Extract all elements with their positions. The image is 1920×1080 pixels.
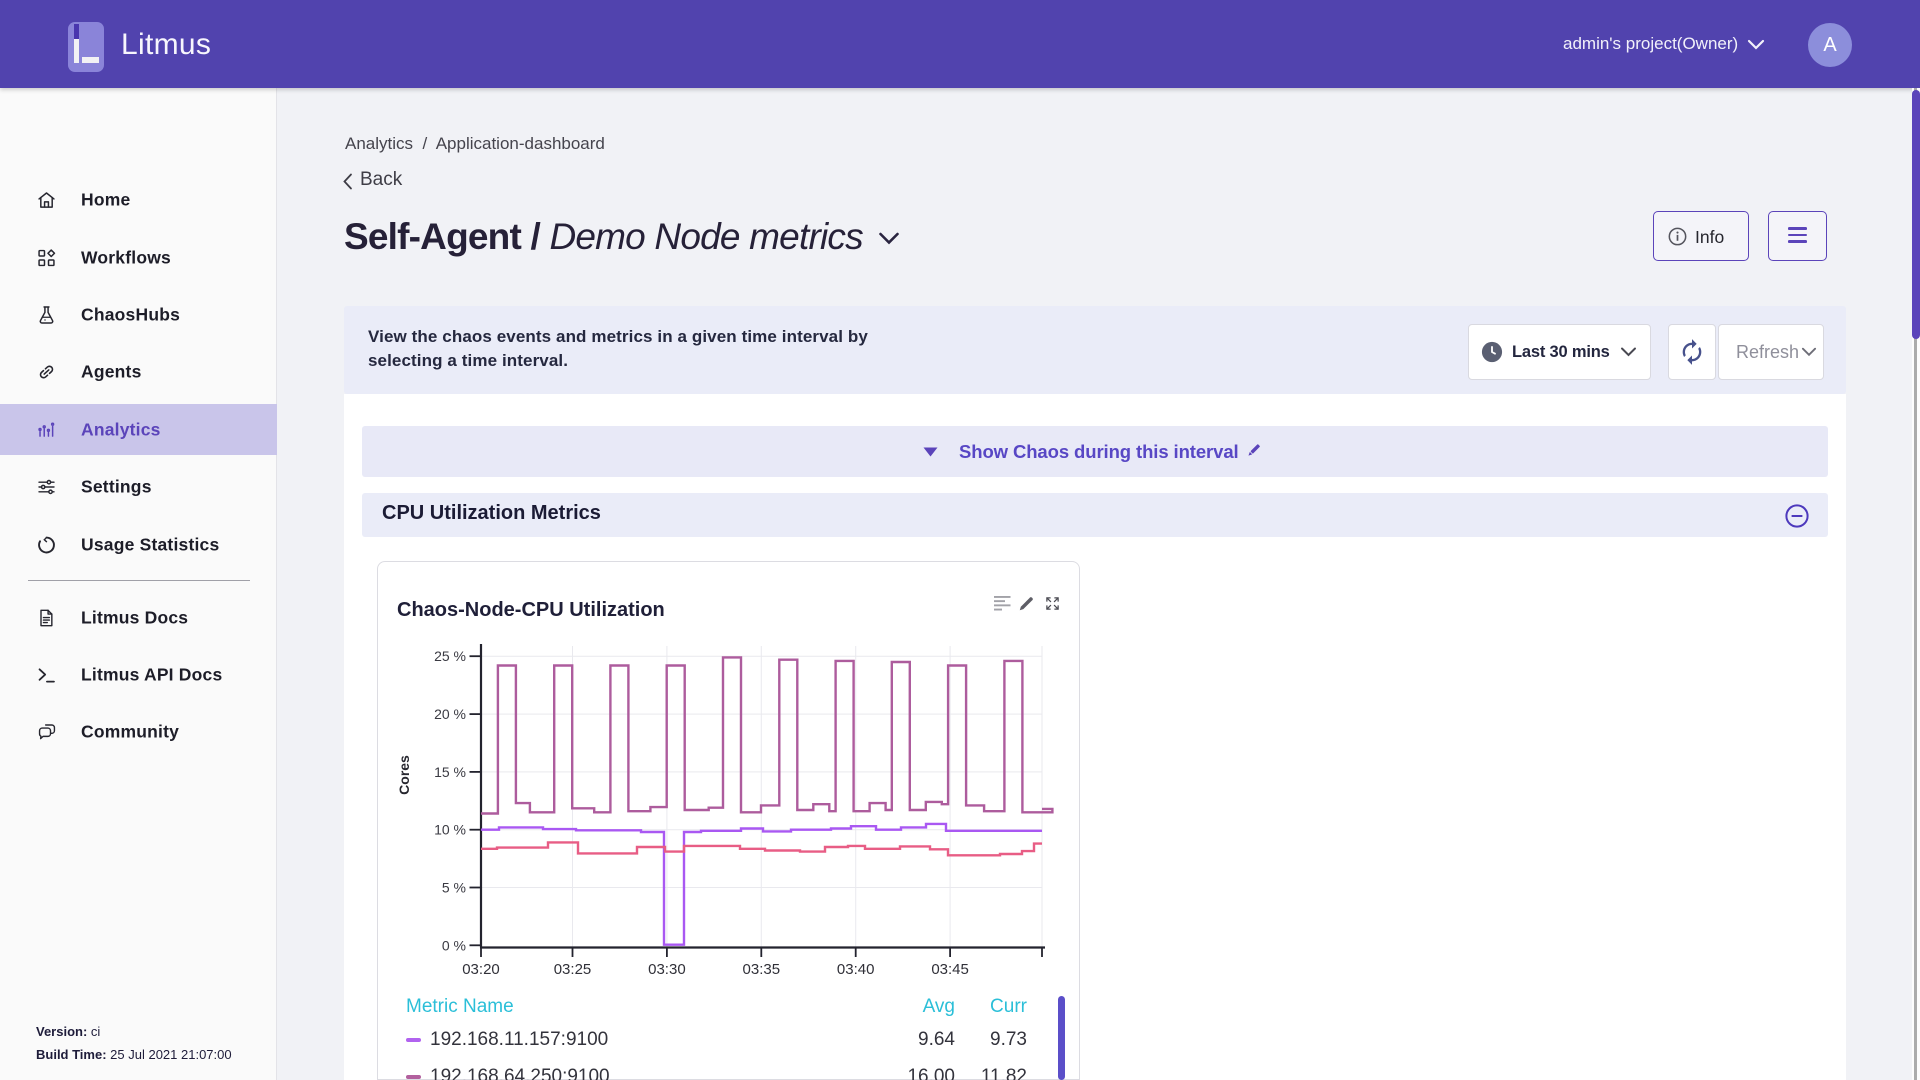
svg-text:03:25: 03:25 — [554, 961, 592, 978]
svg-text:25 %: 25 % — [434, 648, 466, 664]
svg-text:20 %: 20 % — [434, 706, 466, 722]
svg-text:5 %: 5 % — [442, 880, 466, 896]
svg-text:Cores: Cores — [396, 755, 412, 795]
svg-text:03:45: 03:45 — [931, 961, 969, 978]
svg-text:10 %: 10 % — [434, 822, 466, 838]
svg-text:03:35: 03:35 — [743, 961, 781, 978]
svg-text:03:30: 03:30 — [648, 961, 686, 978]
svg-text:03:40: 03:40 — [837, 961, 875, 978]
svg-text:03:20: 03:20 — [462, 961, 500, 978]
svg-text:0 %: 0 % — [442, 937, 466, 953]
svg-text:15 %: 15 % — [434, 764, 466, 780]
